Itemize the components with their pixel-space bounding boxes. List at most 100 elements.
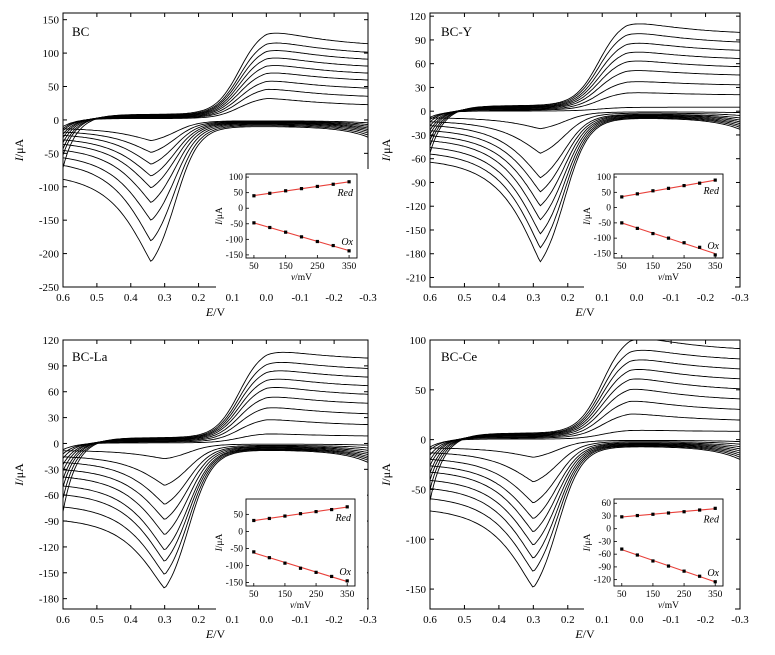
y-tick-label: 0	[421, 435, 427, 447]
panel-label: BC-Y	[441, 24, 473, 39]
y-tick-label: -120	[39, 542, 60, 554]
x-tick-label: -0.3	[731, 614, 749, 626]
x-tick-label: 0.6	[56, 292, 70, 304]
ox-point	[651, 231, 655, 236]
cv-curve-3	[430, 81, 740, 179]
y-tick-label: 50	[415, 385, 427, 397]
y-tick-label: -250	[39, 282, 60, 294]
cv-curve-4	[430, 388, 740, 519]
x-tick-label: 0.5	[90, 614, 104, 626]
panel-label: BC-La	[72, 349, 108, 364]
red-point	[283, 514, 287, 518]
ox-point	[252, 550, 256, 554]
inset-x-axis-title-symbol: v	[658, 601, 663, 611]
y-tick-label: -50	[411, 484, 426, 496]
inset-y-tick-label: 100	[229, 173, 244, 183]
red-point	[666, 186, 671, 190]
red-series-label: Red	[336, 188, 354, 199]
ox-series-label: Ox	[341, 237, 353, 248]
ox-point	[314, 570, 318, 574]
red-point	[620, 515, 624, 519]
x-tick-label: 0.2	[192, 292, 206, 304]
inset-x-axis-title-symbol: v	[290, 601, 295, 611]
inset-x-axis-title-unit: /mV	[662, 273, 679, 283]
red-point	[330, 507, 334, 512]
cv-curve-8	[63, 42, 368, 242]
cv-curve-4	[63, 72, 368, 177]
y-axis-title-symbol: I	[12, 156, 26, 162]
inset-x-tick-label: 350	[340, 590, 355, 600]
red-point	[345, 505, 349, 509]
y-tick-label: 0	[421, 106, 427, 118]
cv-curve-9	[430, 23, 740, 263]
x-tick-label: -0.1	[292, 614, 309, 626]
cv-curve-8	[63, 361, 368, 575]
inset-y-tick-label: -50	[230, 544, 243, 554]
y-axis-title-unit: /μA	[12, 138, 26, 157]
cv-curve-5	[63, 387, 368, 535]
red-point	[252, 518, 256, 523]
y-axis-title: I/μA	[379, 463, 393, 487]
inset-x-tick-label: 150	[646, 590, 661, 600]
inset-x-tick-label: 150	[646, 262, 661, 272]
x-axis-title-symbol: E	[205, 627, 214, 641]
x-axis-title: E/V	[574, 305, 595, 319]
cv-curve-4	[63, 396, 368, 520]
y-tick-label: -50	[44, 148, 59, 160]
cv-curve-8	[430, 33, 740, 249]
y-tick-label: 30	[48, 413, 60, 425]
y-tick-label: 100	[410, 335, 427, 347]
ox-point	[620, 547, 624, 551]
y-axis-title-unit: /μA	[379, 463, 393, 482]
y-tick-label: -60	[411, 154, 426, 166]
x-tick-label: 0.2	[561, 292, 575, 304]
cv-curves	[63, 351, 368, 589]
inset-y-tick-label: -30	[598, 537, 611, 547]
cv-curve-2	[63, 88, 368, 153]
y-tick-label: 0	[54, 115, 60, 127]
red-point	[331, 182, 335, 186]
red-point	[268, 191, 272, 195]
ox-point	[698, 574, 702, 578]
x-tick-label: -0.1	[662, 614, 679, 626]
ox-point	[682, 569, 686, 573]
x-tick-label: 0.4	[124, 292, 138, 304]
x-tick-label: -0.1	[662, 292, 679, 304]
inset-y-tick-label: 50	[234, 510, 244, 520]
inset-x-axis-title-unit: /mV	[294, 601, 311, 611]
inset-x-tick-label: 150	[279, 262, 294, 272]
y-tick-label: 150	[43, 15, 60, 27]
inset-y-tick-label: -50	[598, 219, 611, 229]
x-tick-label: 0.1	[595, 614, 609, 626]
ox-point	[331, 243, 335, 248]
y-tick-label: -60	[44, 490, 59, 502]
red-series-label: Red	[702, 514, 720, 525]
inset-x-tick-label: 250	[309, 590, 324, 600]
red-point	[682, 510, 686, 514]
inset-y-tick-label: 0	[238, 204, 243, 214]
y-axis-title-symbol: I	[12, 481, 26, 487]
y-tick-label: -30	[411, 130, 426, 142]
inset-frame	[613, 173, 724, 259]
inset-y-tick-label: -100	[594, 234, 612, 244]
cv-curve-6	[430, 51, 740, 221]
inset-y-axis-title-unit: /μA	[583, 207, 593, 222]
cv-curve-7	[63, 50, 368, 221]
cv-curve-4	[430, 70, 740, 193]
inset-y-axis-title-unit: /μA	[583, 533, 593, 548]
inset-x-tick-label: 50	[617, 262, 627, 272]
ox-point	[347, 249, 351, 253]
inset-y-axis-title-symbol: I	[215, 547, 225, 552]
cv-curve-1	[63, 433, 368, 460]
panel-bc-y: 0.6 0.5 0.4 0.3 0.2 0.1 0.0 -0.1 -0.2 -0.3 120 90 60…	[379, 11, 749, 319]
cv-curve-7	[63, 370, 368, 562]
inset-y-tick-label: 0	[238, 527, 243, 537]
red-point	[682, 184, 686, 188]
inset-x-axis-title: v/mV	[658, 601, 679, 611]
inset-y-tick-label: 50	[602, 188, 612, 198]
y-tick-label: -180	[406, 249, 427, 261]
x-tick-label: 0.2	[192, 614, 206, 626]
cv-curve-2	[63, 419, 368, 486]
y-tick-label: -180	[39, 594, 60, 606]
cv-curve-8	[430, 349, 740, 572]
